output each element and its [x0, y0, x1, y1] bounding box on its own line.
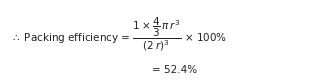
Text: $\therefore$ Packing efficiency = $\dfrac{1 \times \dfrac{4}{3}\,\pi\,r^3}{(2\,r: $\therefore$ Packing efficiency = $\dfra…	[10, 15, 227, 53]
Text: = 52.4%: = 52.4%	[152, 65, 198, 75]
